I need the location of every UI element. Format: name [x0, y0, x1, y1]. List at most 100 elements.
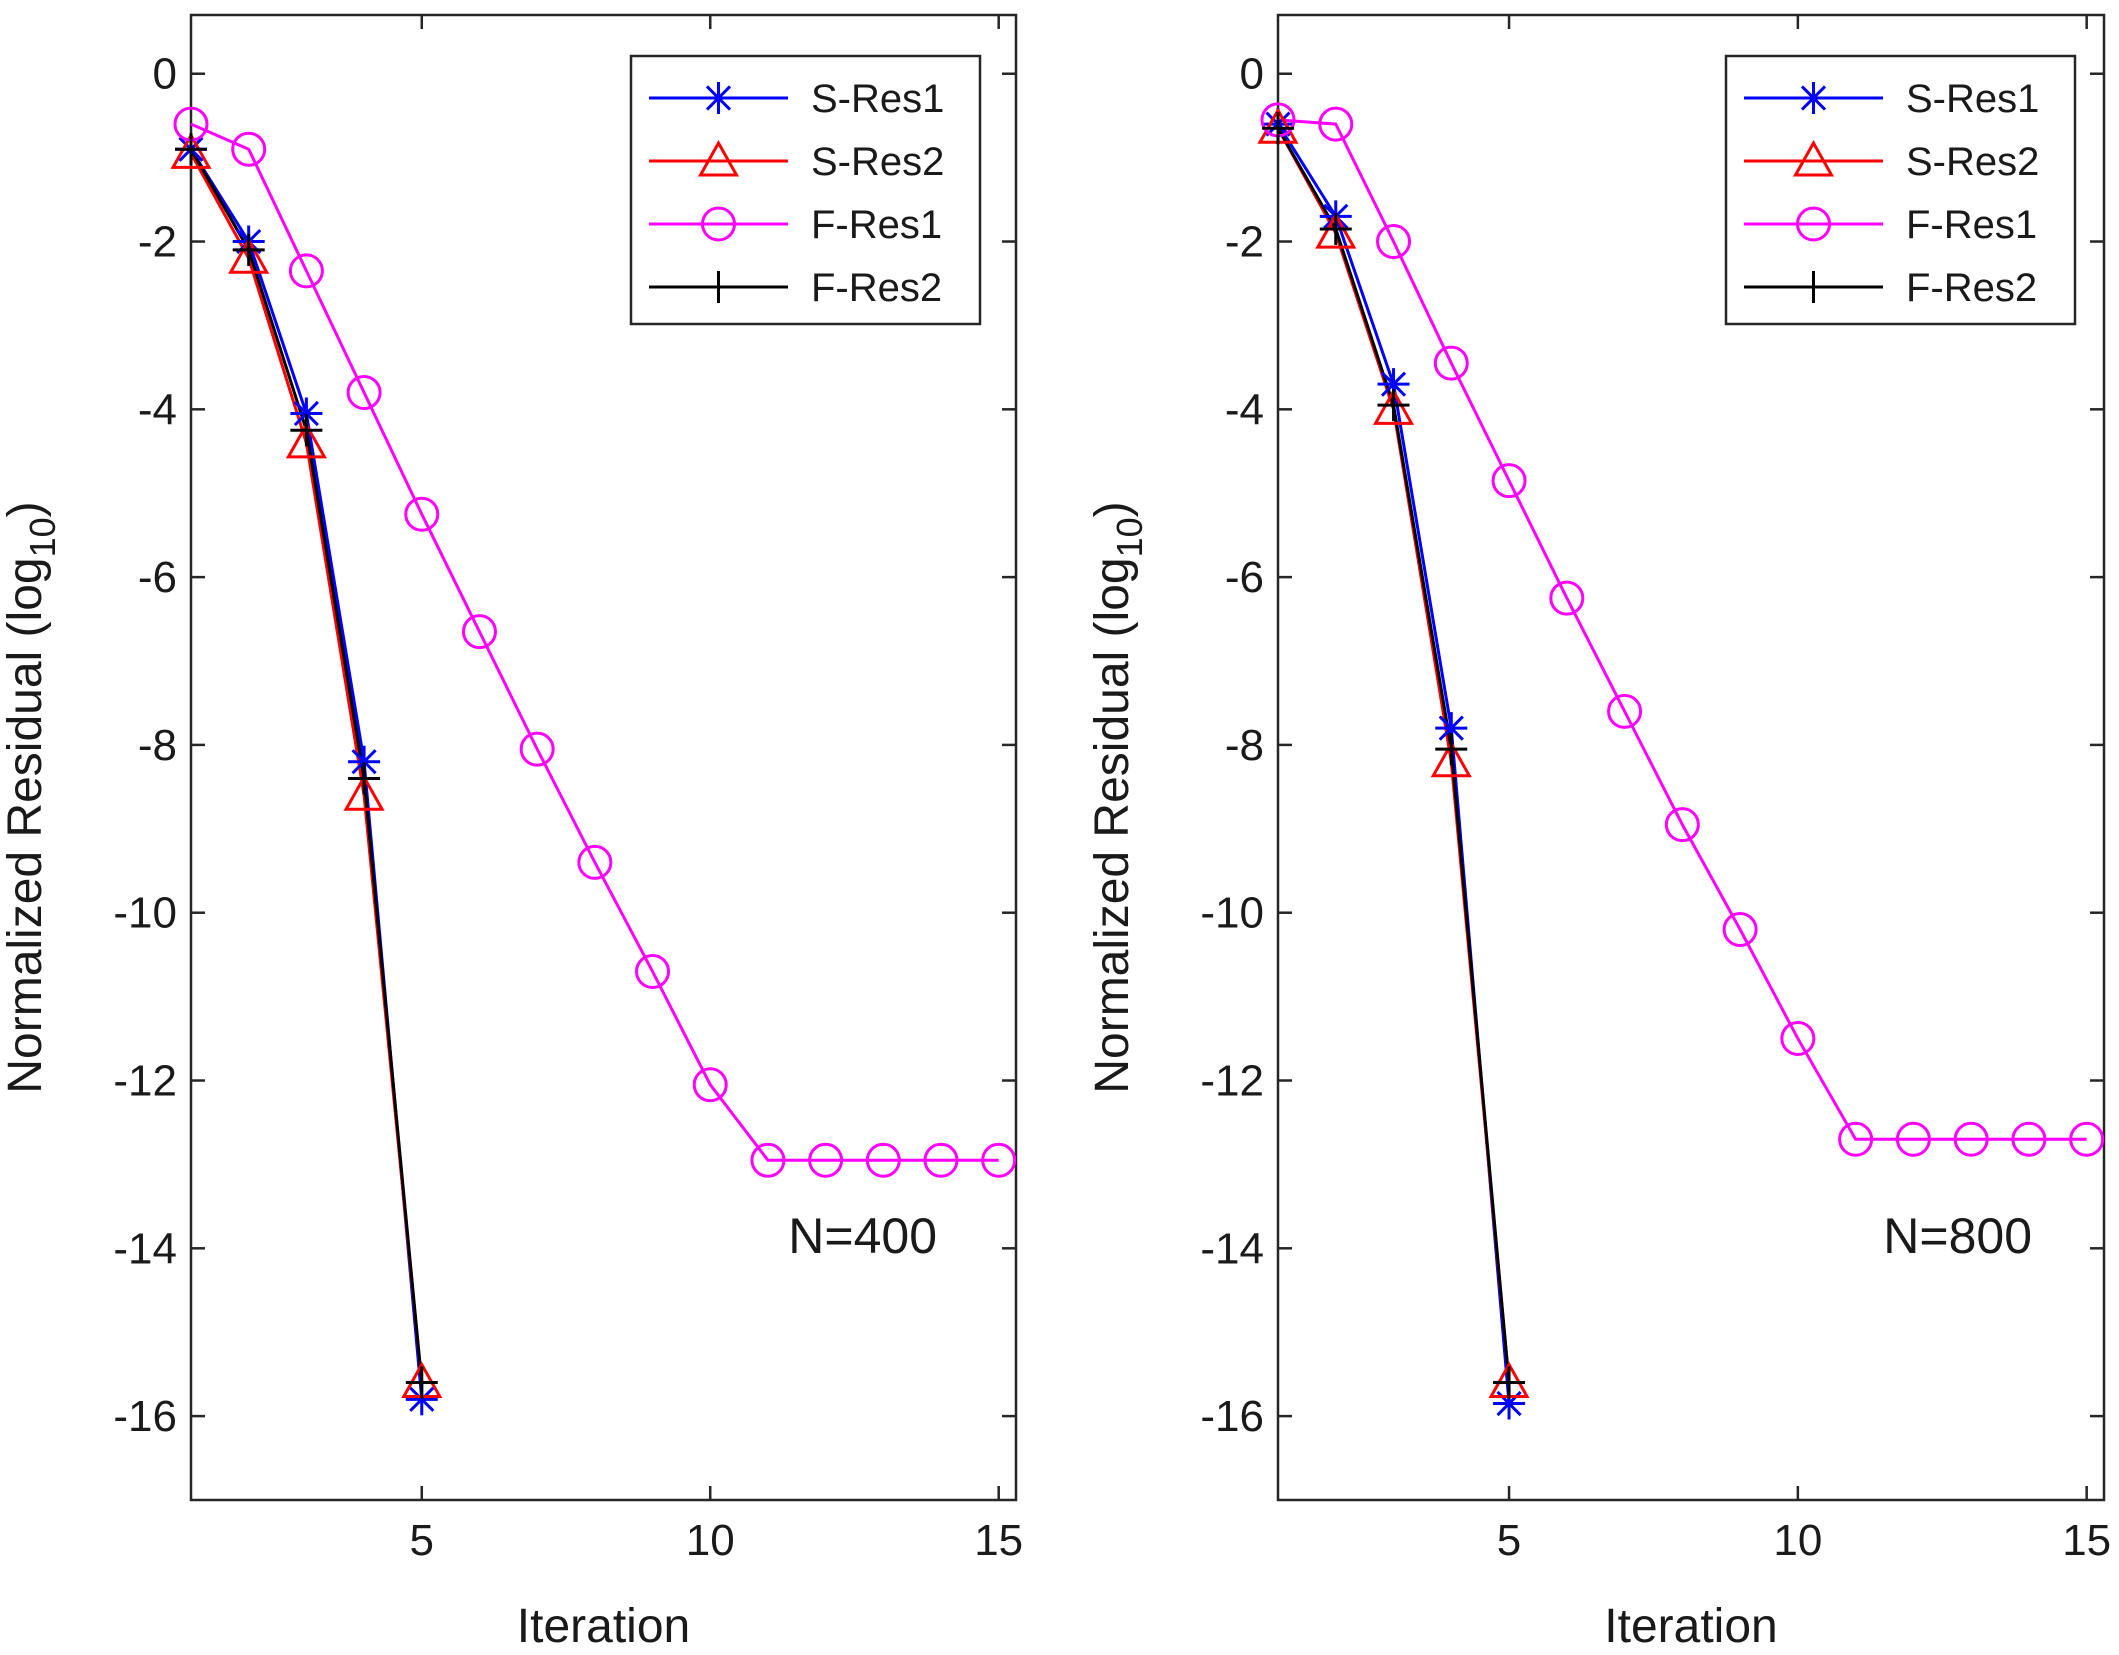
data-point-f-res2: [405, 1366, 438, 1399]
data-point-f-res1: [750, 1142, 786, 1178]
legend-marker-f-res2: [1797, 271, 1830, 303]
data-point-s-res2: [343, 774, 385, 811]
chart-panel-n800: 0 -2 -4 -6 -8 -10 -12 -14 -16 5 10 15 Iteration Norma…: [1086, 13, 2111, 1653]
legend-marker-s-res2: [697, 139, 740, 177]
data-point-f-res1: [1433, 345, 1469, 381]
y-axis-label: Normalized Residual (log10): [1086, 501, 1150, 1093]
plot-area-frame: [1276, 13, 2106, 1502]
data-point-s-res1: [1435, 712, 1468, 745]
legend-box: [1724, 54, 2077, 326]
legend-marker-s-res1: [702, 82, 735, 114]
data-point-f-res1: [635, 953, 671, 989]
y-axis-label-close: ): [1086, 501, 1139, 517]
data-point-f-res2: [348, 762, 381, 795]
series-line-f-res1: [190, 122, 999, 1162]
series-line-f-res1: [1277, 118, 2087, 1141]
y-axis-label-main: Normalized Residual (log: [1086, 557, 1139, 1093]
data-point-f-res1: [346, 375, 382, 411]
data-point-s-res2: [228, 237, 270, 274]
data-point-s-res2: [1430, 740, 1472, 778]
legend: S-Res1 S-Res2 F-Res1 F-Res2: [1724, 54, 2077, 326]
legend-label-s-res1: S-Res1: [811, 77, 944, 121]
x-tick-label: 15: [2062, 1516, 2111, 1565]
data-point-f-res1: [461, 614, 497, 650]
annotation-n: N=800: [1883, 1208, 2032, 1264]
x-tick-label: 5: [1497, 1516, 1521, 1565]
data-point-f-res1: [1376, 224, 1412, 260]
y-axis-label-main: Normalized Residual (log: [0, 557, 52, 1093]
data-point-s-res2: [285, 421, 327, 459]
y-tick-label: -12: [1200, 1057, 1264, 1106]
data-point-f-res1: [981, 1142, 1017, 1178]
y-tick-label: -12: [113, 1057, 177, 1106]
legend-label-s-res2: S-Res2: [811, 140, 944, 184]
y-axis-label: Normalized Residual (log10): [0, 501, 63, 1093]
data-point-f-res2: [175, 133, 207, 166]
y-axis-label-close: ): [0, 501, 52, 517]
y-tick-label: -2: [138, 218, 177, 267]
x-axis-label: Iteration: [517, 1600, 690, 1653]
data-point-f-res2: [1435, 733, 1468, 766]
legend-label-f-res1: F-Res1: [811, 203, 942, 247]
x-axis-label: Iteration: [1604, 1600, 1777, 1653]
legend-label-f-res1: F-Res1: [1906, 203, 2037, 247]
data-point-f-res2: [1377, 389, 1410, 422]
data-point-f-res1: [1607, 693, 1643, 729]
x-tick-label: 10: [686, 1516, 735, 1565]
y-axis-label-subscript: 10: [1109, 517, 1150, 557]
y-tick-label: -8: [1225, 721, 1264, 770]
y-tick-label: -14: [1200, 1224, 1264, 1273]
legend-label-f-res2: F-Res2: [1906, 266, 2037, 310]
data-point-f-res1: [1549, 580, 1585, 616]
y-tick-label: -16: [113, 1392, 177, 1441]
data-point-f-res1: [1722, 911, 1758, 947]
legend-marker-s-res1: [1797, 82, 1830, 114]
data-point-f-res2: [232, 233, 265, 266]
data-point-f-res1: [1953, 1121, 1989, 1157]
x-tick-label: 10: [1773, 1516, 1822, 1565]
legend-box: [629, 54, 982, 326]
data-point-s-res2: [1315, 212, 1357, 249]
data-point-f-res1: [808, 1142, 844, 1178]
data-point-f-res1: [231, 131, 267, 167]
legend-label-f-res2: F-Res2: [811, 266, 942, 310]
data-point-f-res1: [1664, 807, 1700, 843]
legend-marker-s-res2: [1792, 139, 1835, 177]
y-tick-label: 0: [153, 50, 177, 99]
y-tick-label: -4: [138, 385, 177, 434]
x-tick-label: 15: [974, 1516, 1023, 1565]
y-tick-label: -6: [138, 553, 177, 602]
y-tick-label: -10: [1200, 889, 1264, 938]
chart-panel-n400: 0 -2 -4 -6 -8 -10 -12 -14 -16 5 10 15 Iteration Norma…: [0, 13, 1023, 1653]
x-tick-label: 5: [410, 1516, 434, 1565]
data-point-s-res1: [1377, 368, 1410, 401]
data-point-s-res2: [170, 132, 212, 169]
data-point-f-res1: [2069, 1121, 2105, 1157]
y-tick-label: -2: [1225, 218, 1264, 267]
data-point-f-res1: [1491, 463, 1527, 499]
y-tick-label: -10: [113, 889, 177, 938]
data-point-f-res1: [1895, 1121, 1931, 1157]
legend-label-s-res2: S-Res2: [1906, 140, 2039, 184]
y-axis-label-subscript: 10: [22, 517, 63, 557]
legend-marker-f-res1: [701, 206, 736, 242]
data-point-f-res1: [404, 496, 440, 532]
data-point-f-res2: [1493, 1366, 1526, 1399]
data-point-f-res1: [1838, 1121, 1874, 1157]
legend-label-s-res1: S-Res1: [1906, 77, 2039, 121]
data-point-f-res1: [2011, 1121, 2047, 1157]
legend-marker-f-res2: [702, 271, 735, 303]
legend-marker-f-res1: [1796, 206, 1831, 242]
y-tick-label: 0: [1240, 50, 1264, 99]
y-tick-label: -16: [1200, 1392, 1264, 1441]
annotation-n: N=400: [788, 1208, 937, 1264]
legend: S-Res1 S-Res2 F-Res1 F-Res2: [629, 54, 982, 326]
plot-area-frame: [189, 13, 1018, 1502]
data-point-f-res1: [692, 1067, 728, 1103]
data-point-f-res1: [1780, 1021, 1816, 1057]
y-tick-label: -14: [113, 1224, 177, 1273]
data-point-f-res1: [577, 844, 613, 880]
y-tick-label: -6: [1225, 553, 1264, 602]
data-point-f-res1: [519, 731, 555, 767]
